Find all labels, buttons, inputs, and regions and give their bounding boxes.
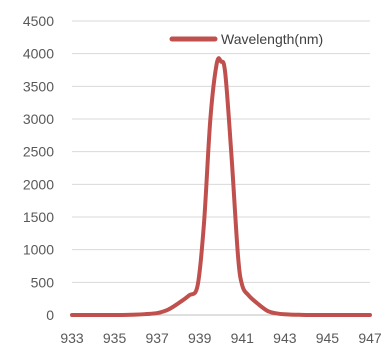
y-tick-label: 0 [46,307,54,323]
x-tick-label: 939 [188,330,212,346]
x-tick-label: 945 [316,330,340,346]
x-tick-label: 937 [145,330,169,346]
y-tick-label: 500 [31,274,55,290]
y-axis-ticks: 0 500 1000 1500 2000 2500 3000 3500 4000 4500 [23,13,54,323]
series-line-0 [70,56,372,317]
y-tick-label: 3000 [23,111,54,127]
y-tick-label: 2000 [23,176,54,192]
x-tick-label: 941 [231,330,255,346]
series-layer [70,56,372,317]
x-tick-label: 935 [103,330,127,346]
legend: Wavelength(nm) [169,31,323,47]
y-tick-label: 1500 [23,209,54,225]
y-tick-label: 4000 [23,46,54,62]
y-tick-label: 3500 [23,78,54,94]
x-axis-ticks: 933 935 937 939 941 943 945 947 [60,330,382,346]
y-tick-label: 2500 [23,144,54,160]
x-tick-label: 943 [273,330,297,346]
x-tick-label: 947 [358,330,382,346]
y-tick-label: 1000 [23,242,54,258]
x-tick-label: 933 [60,330,84,346]
y-tick-label: 4500 [23,13,54,29]
gridlines [72,20,370,316]
legend-label: Wavelength(nm) [221,31,323,47]
